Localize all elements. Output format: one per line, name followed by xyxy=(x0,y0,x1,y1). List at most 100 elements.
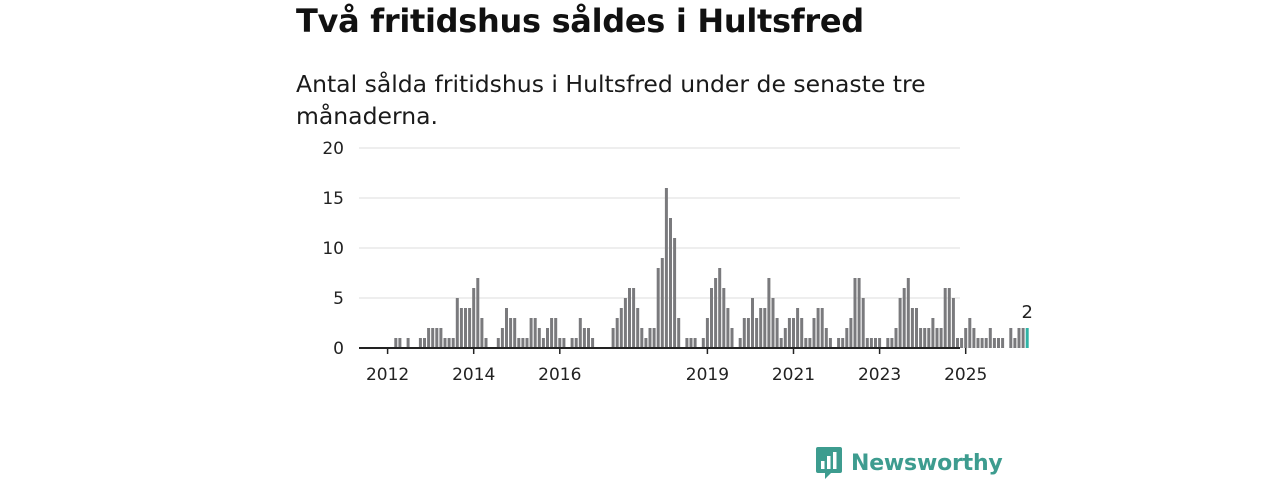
bar xyxy=(816,308,820,348)
bar xyxy=(578,318,582,348)
bar xyxy=(558,338,562,348)
y-tick-label: 10 xyxy=(322,239,344,259)
bar xyxy=(656,268,660,348)
bar xyxy=(591,338,595,348)
bar xyxy=(619,308,623,348)
bar xyxy=(878,338,882,348)
bar xyxy=(742,318,746,348)
bar xyxy=(685,338,689,348)
y-tick-label: 20 xyxy=(322,139,344,159)
newsworthy-logo-text: Newsworthy xyxy=(851,450,1003,476)
bar xyxy=(931,318,935,348)
y-tick-label: 15 xyxy=(322,189,344,209)
bar xyxy=(669,218,672,348)
bar xyxy=(775,318,779,348)
bar xyxy=(722,288,726,348)
x-tick-label: 2019 xyxy=(686,365,729,385)
bar xyxy=(431,328,435,348)
bar xyxy=(480,318,484,348)
bar xyxy=(673,238,677,348)
bar xyxy=(910,308,914,348)
bar xyxy=(636,308,640,348)
bar-chart: 0 5 10 15 20 2012 2014 2016 2019 2021 2023 2025 2 xyxy=(322,139,1033,385)
newsworthy-logo-icon xyxy=(816,447,842,479)
bar xyxy=(964,328,968,348)
bar xyxy=(574,338,578,348)
bar xyxy=(689,338,693,348)
bar xyxy=(767,278,771,348)
bar xyxy=(956,338,959,348)
bar xyxy=(857,278,861,348)
bar xyxy=(714,278,718,348)
bar xyxy=(886,338,890,348)
bar xyxy=(521,338,525,348)
x-tick-label: 2016 xyxy=(538,365,581,385)
bar xyxy=(398,338,402,348)
bar xyxy=(529,318,533,348)
bar xyxy=(976,338,980,348)
bar xyxy=(513,318,517,348)
bar xyxy=(652,328,656,348)
bar xyxy=(919,328,923,348)
bar xyxy=(541,338,545,348)
bar xyxy=(771,298,775,348)
bar xyxy=(468,308,472,348)
bar xyxy=(484,338,488,348)
bar xyxy=(869,338,873,348)
bar xyxy=(968,318,972,348)
bar xyxy=(505,308,508,348)
bar xyxy=(439,328,443,348)
bar xyxy=(447,338,451,348)
bar xyxy=(570,338,574,348)
bar xyxy=(693,338,697,348)
bar xyxy=(902,288,906,348)
bar xyxy=(628,288,631,348)
bar xyxy=(947,288,951,348)
bar xyxy=(459,308,463,348)
bar xyxy=(406,338,410,348)
bar xyxy=(759,308,763,348)
bar xyxy=(915,308,918,348)
x-tick-label: 2014 xyxy=(452,365,495,385)
bar xyxy=(984,338,988,348)
bar xyxy=(812,318,816,348)
bar xyxy=(455,298,459,348)
bar xyxy=(418,338,422,348)
bar xyxy=(554,318,558,348)
bar xyxy=(537,328,541,348)
bar-highlight xyxy=(1025,328,1029,348)
bar xyxy=(800,318,804,348)
x-tick-label: 2023 xyxy=(858,365,901,385)
bar xyxy=(705,318,709,348)
bar xyxy=(509,318,513,348)
bar xyxy=(787,318,791,348)
bar xyxy=(841,338,845,348)
bar xyxy=(898,298,902,348)
bar xyxy=(611,328,615,348)
bar xyxy=(992,338,996,348)
y-tick-label: 5 xyxy=(333,289,344,309)
highlight-data-label: 2 xyxy=(1021,302,1032,323)
bar xyxy=(550,318,554,348)
bar xyxy=(808,338,812,348)
y-tick-label: 0 xyxy=(333,339,344,359)
bar xyxy=(943,288,947,348)
bar xyxy=(988,328,992,348)
bar xyxy=(718,268,722,348)
bar xyxy=(730,328,734,348)
bar xyxy=(751,298,754,348)
bar xyxy=(476,278,480,348)
bar xyxy=(644,338,648,348)
bar xyxy=(763,308,767,348)
bar xyxy=(1013,338,1017,348)
bar xyxy=(587,328,590,348)
bar xyxy=(435,328,439,348)
bar xyxy=(980,338,984,348)
bar xyxy=(394,338,398,348)
bar xyxy=(1001,338,1005,348)
bar xyxy=(546,328,549,348)
bar xyxy=(632,288,636,348)
bar xyxy=(623,298,627,348)
bar xyxy=(664,188,668,348)
bar xyxy=(792,318,795,348)
